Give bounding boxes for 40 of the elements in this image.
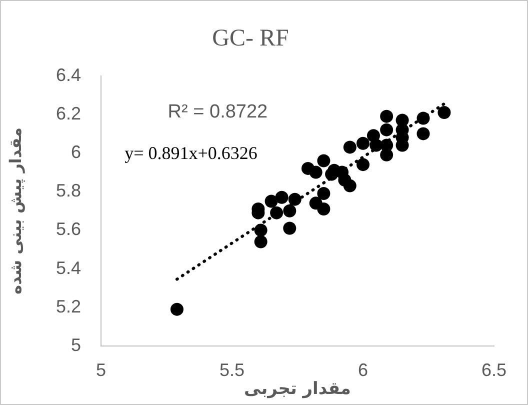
y-tick-label: 5.6 (56, 219, 81, 240)
point (283, 204, 296, 218)
point (380, 110, 394, 123)
y-tick-label: 6.2 (56, 103, 81, 124)
x-tick-label: 6 (358, 360, 368, 380)
annotation: R² = 0.8722 (168, 102, 268, 123)
point (254, 235, 268, 248)
y-tick-label: 6 (70, 142, 81, 162)
point (356, 158, 370, 172)
x-tick-label: 5 (96, 360, 106, 380)
point (283, 222, 296, 235)
point (270, 206, 284, 220)
x-tick-label: 5.5 (219, 360, 245, 380)
point (343, 140, 356, 154)
x-tick-label: 6.5 (481, 360, 507, 380)
x-axis-title: مقدار تجربی (244, 379, 351, 400)
point (317, 202, 330, 216)
point (343, 179, 356, 192)
point (288, 192, 302, 206)
point (309, 166, 322, 179)
point (438, 106, 451, 119)
y-tick-label: 5.2 (56, 296, 81, 316)
annotation: y= 0.891x+0.6326 (124, 142, 258, 163)
y-tick-label: 5.8 (56, 180, 81, 201)
point (380, 148, 394, 162)
y-tick-label: 5.4 (56, 258, 81, 278)
point (416, 112, 430, 125)
point (254, 224, 268, 237)
point (317, 187, 330, 200)
point (170, 302, 184, 316)
point (380, 123, 394, 136)
y-axis-title: مقدار پیش بینی شده (6, 127, 25, 294)
point (416, 127, 430, 140)
y-tick-label: 5 (70, 334, 81, 355)
y-tick-label: 6.4 (56, 64, 81, 85)
point (275, 190, 288, 204)
chart-title: GC- RF (212, 26, 289, 52)
point (264, 194, 278, 208)
point (356, 136, 370, 150)
point (317, 154, 330, 168)
